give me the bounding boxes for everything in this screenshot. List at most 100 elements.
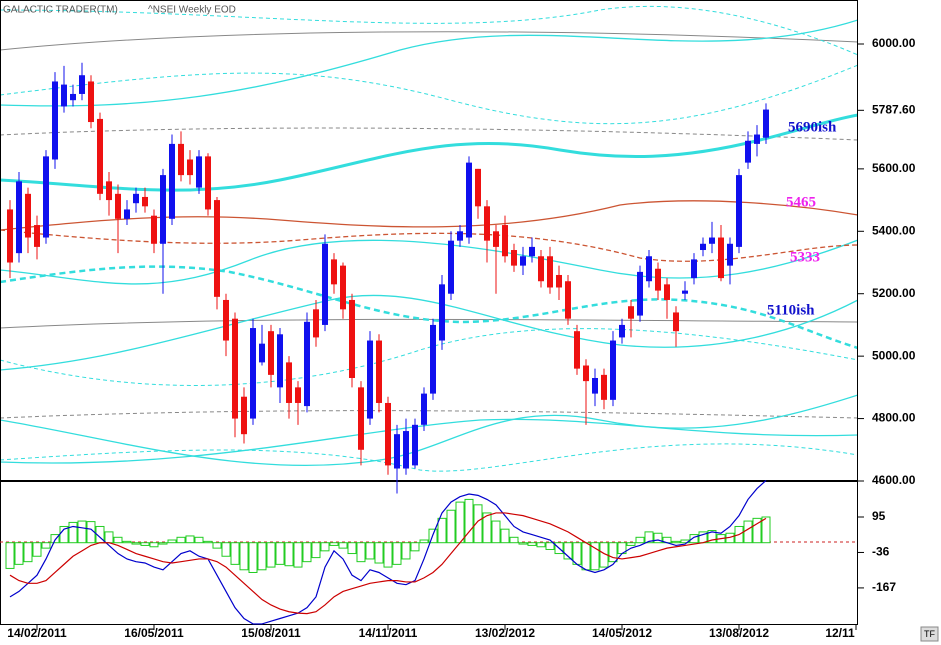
- candle-body: [16, 181, 22, 254]
- curve: [0, 64, 858, 125]
- candle-body: [268, 331, 274, 375]
- histogram-bar: [644, 531, 654, 544]
- histogram-bar: [419, 539, 429, 544]
- candle-body: [295, 387, 301, 403]
- y-tick-label: 95: [872, 509, 886, 523]
- candle-body: [655, 268, 661, 291]
- chart-subtitle: ^NSEI Weekly EOD: [148, 5, 236, 16]
- candle-body: [34, 225, 40, 247]
- x-tick-label: 13/08/2012: [709, 626, 769, 640]
- histogram-bar: [50, 534, 60, 544]
- candle-body: [286, 362, 292, 403]
- candle-body: [151, 215, 157, 244]
- annotation: 5465: [786, 194, 816, 210]
- histogram-bar: [113, 536, 123, 544]
- histogram-bar: [518, 542, 528, 545]
- candle-body: [754, 134, 760, 144]
- annotation: 5690ish: [788, 119, 837, 135]
- histogram-bar: [347, 542, 357, 555]
- candle-body: [637, 271, 643, 316]
- x-tick-label: 14/05/2012: [592, 626, 652, 640]
- histogram-bar: [707, 530, 717, 544]
- candle-body: [457, 231, 463, 241]
- histogram-bar: [356, 542, 366, 563]
- histogram-bar: [14, 542, 24, 565]
- x-tick-label: 16/05/2011: [124, 626, 184, 640]
- histogram-bar: [671, 540, 681, 544]
- candle-body: [97, 118, 103, 194]
- candle-body: [241, 396, 247, 435]
- y-tick-label: -36: [872, 545, 890, 559]
- histogram-bar: [563, 542, 573, 560]
- indicator-line: [9, 512, 767, 615]
- indicator-line: [9, 480, 767, 625]
- histogram-bar: [230, 542, 240, 565]
- candle-body: [313, 309, 319, 338]
- candle-body: [673, 312, 679, 332]
- histogram-bar: [122, 540, 132, 544]
- curve: [0, 229, 858, 262]
- candle-body: [727, 243, 733, 266]
- histogram-bar: [527, 542, 537, 546]
- candle-body: [124, 209, 130, 219]
- y-tick-label: 5400.00: [872, 223, 916, 237]
- histogram-bar: [185, 535, 195, 544]
- histogram-bar: [410, 542, 420, 552]
- annotation: 5110ish: [767, 302, 815, 318]
- histogram-bar: [500, 528, 510, 544]
- histogram-bar: [311, 542, 321, 559]
- candle-body: [79, 75, 85, 94]
- candle-body: [331, 259, 337, 285]
- candle-body: [484, 206, 490, 241]
- candle-body: [115, 193, 121, 219]
- candle-body: [475, 168, 481, 207]
- histogram-bar: [41, 542, 51, 549]
- y-tick-label: 5000.00: [872, 348, 916, 362]
- candle-body: [52, 81, 58, 160]
- candle-body: [358, 387, 364, 450]
- histogram-bar: [284, 542, 294, 567]
- y-tick-label: -167: [872, 580, 896, 594]
- y-tick-label: 5600.00: [872, 161, 916, 175]
- histogram-bar: [68, 521, 78, 544]
- histogram-bar: [464, 498, 474, 544]
- curve: [0, 318, 858, 329]
- last-price-label: 5787.60: [872, 102, 916, 116]
- candle-body: [403, 431, 409, 469]
- candle-body: [529, 246, 535, 257]
- histogram-bar: [392, 542, 402, 565]
- histogram-bar: [536, 542, 546, 548]
- histogram-bar: [626, 542, 636, 546]
- histogram-bar: [320, 542, 330, 552]
- histogram-bar: [482, 512, 492, 544]
- histogram-bar: [149, 542, 159, 548]
- candle-body: [169, 143, 175, 219]
- x-tick-label: 14/11/2011: [359, 626, 418, 640]
- histogram-bar: [77, 520, 87, 544]
- candle-body: [322, 243, 328, 325]
- histogram-bar: [491, 520, 501, 544]
- histogram-bar: [473, 504, 483, 544]
- curve: [0, 265, 858, 350]
- histogram-bar: [743, 520, 753, 544]
- candle-body: [502, 225, 508, 257]
- indicator-frame: [0, 481, 858, 625]
- x-tick-label: 15/08/2011: [241, 626, 301, 640]
- candle-body: [277, 334, 283, 388]
- candle-body: [709, 237, 715, 244]
- candle-body: [682, 290, 688, 294]
- candle-body: [556, 274, 562, 288]
- candle-body: [565, 281, 571, 319]
- main-frame: [0, 0, 858, 481]
- candle-body: [88, 81, 94, 123]
- cycle-curves: [0, 5, 858, 472]
- histogram-bar: [401, 542, 411, 560]
- histogram-bar: [32, 542, 42, 557]
- curve: [0, 418, 858, 464]
- candle-body: [592, 377, 598, 394]
- candle-body: [583, 365, 589, 382]
- x-tick-label: 14/02/2011: [7, 626, 67, 640]
- x-tick-label: 13/02/2012: [475, 626, 535, 640]
- candle-body: [439, 284, 445, 341]
